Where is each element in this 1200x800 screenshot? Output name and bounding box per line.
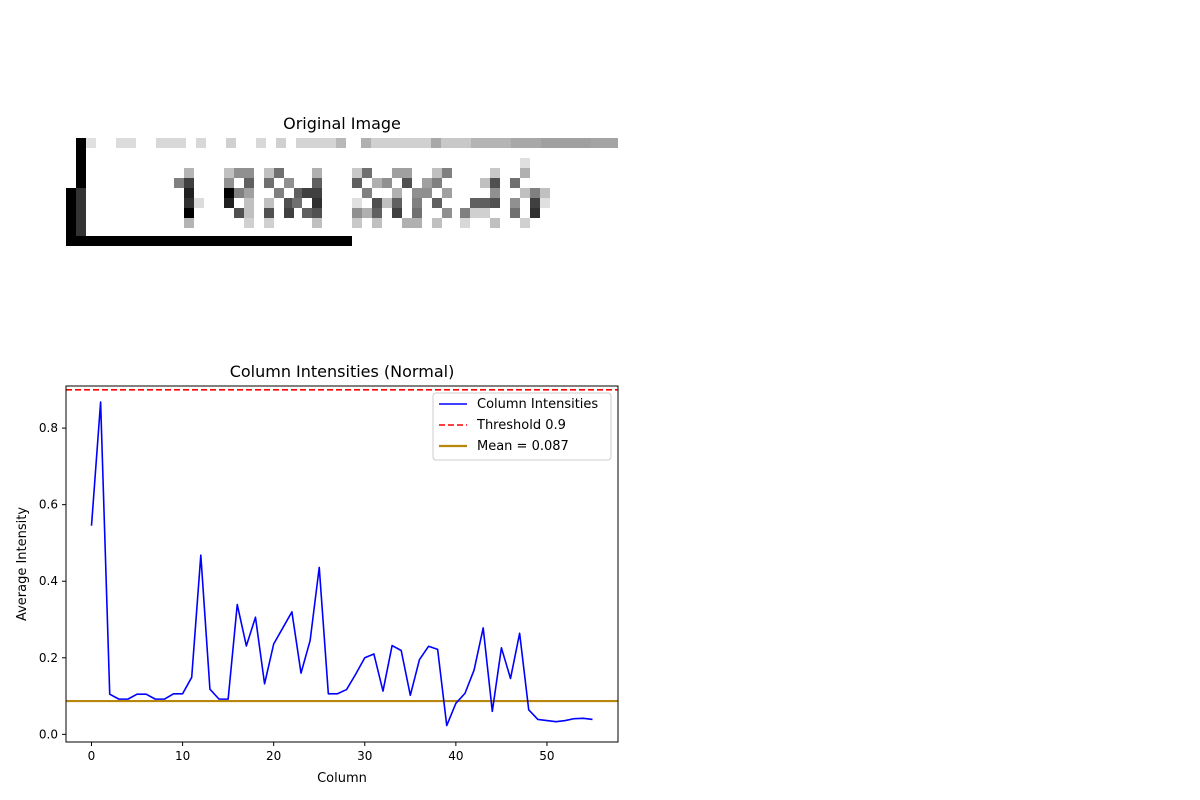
x-tick-label: 20	[266, 749, 281, 763]
legend-label-1: Threshold 0.9	[476, 418, 566, 433]
x-tick-label: 10	[175, 749, 190, 763]
x-tick-label: 40	[448, 749, 463, 763]
image-panel-title: Original Image	[283, 114, 401, 133]
x-tick-label: 0	[88, 749, 96, 763]
y-tick-label: 0.2	[39, 651, 58, 665]
image-border	[66, 138, 352, 246]
legend-label-0: Column Intensities	[477, 397, 598, 412]
y-tick-label: 0.4	[39, 574, 58, 588]
x-tick-label: 30	[357, 749, 372, 763]
y-tick-label: 0.8	[39, 421, 58, 435]
image-background-strip	[86, 138, 618, 148]
legend-box	[432, 392, 612, 461]
x-axis-label: Column	[317, 771, 367, 786]
y-tick-label: 0.0	[39, 727, 58, 741]
y-axis-label: Average Intensity	[15, 507, 30, 621]
y-tick-label: 0.6	[39, 498, 58, 512]
chart-title: Column Intensities (Normal)	[229, 362, 455, 381]
plot-frame	[65, 385, 619, 743]
original-image-heatmap	[66, 138, 618, 246]
legend-label-2: Mean = 0.087	[477, 439, 569, 454]
series-line-0	[90, 401, 593, 727]
x-tick-label: 50	[539, 749, 554, 763]
image-glyph-pixels	[174, 158, 550, 228]
